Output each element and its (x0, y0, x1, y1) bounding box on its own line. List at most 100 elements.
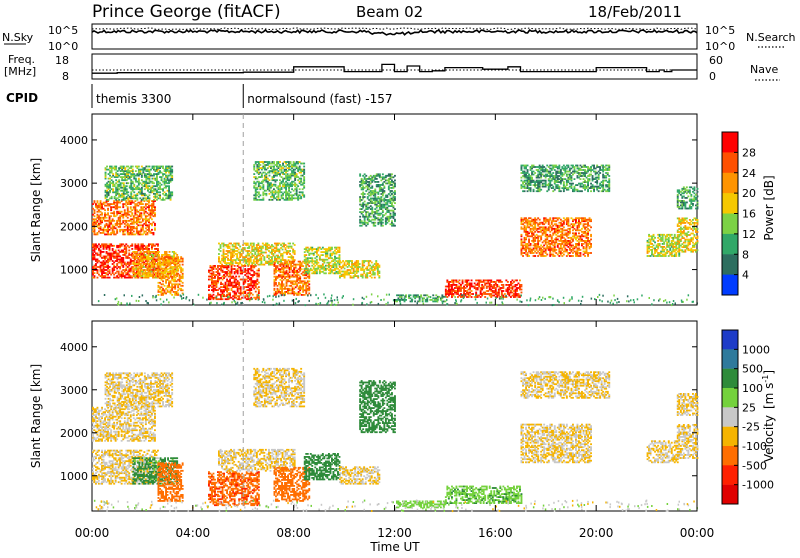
data-cell (258, 273, 260, 275)
data-cell (144, 269, 146, 271)
data-cell (139, 218, 141, 220)
nsky-label: N.Sky (2, 31, 34, 44)
data-cell (119, 206, 121, 208)
freq-line (92, 64, 697, 73)
data-cell (123, 166, 125, 168)
data-cell (177, 256, 179, 258)
data-cell (296, 191, 298, 193)
data-cell (351, 260, 353, 262)
data-cell (405, 299, 407, 301)
data-cell (308, 286, 310, 288)
data-cell (383, 214, 385, 216)
data-cell (238, 243, 240, 245)
data-cell (111, 196, 113, 198)
data-cell (303, 163, 305, 165)
data-cell (140, 212, 142, 214)
data-cell (234, 265, 236, 267)
data-cell (122, 206, 124, 208)
data-cell (227, 255, 229, 257)
data-cell (235, 276, 237, 278)
data-cell (169, 251, 171, 253)
data-cell (159, 191, 161, 193)
data-cell (131, 212, 133, 214)
data-cell (149, 194, 151, 196)
data-cell (382, 173, 384, 175)
data-cell (235, 292, 237, 294)
data-cell (316, 259, 318, 261)
data-cell (386, 202, 388, 204)
data-cell (253, 173, 255, 175)
data-cell (112, 248, 114, 250)
data-cell (258, 286, 260, 288)
data-cell (420, 294, 422, 296)
data-cell (155, 272, 157, 274)
data-cell (293, 261, 295, 263)
data-cell (289, 250, 291, 252)
data-cell (308, 271, 310, 273)
data-cell (103, 248, 105, 250)
data-cell (339, 257, 341, 259)
data-cell (115, 166, 117, 168)
data-cell (229, 246, 231, 248)
data-cell (115, 167, 117, 169)
data-cell (177, 293, 179, 295)
data-cell (391, 173, 393, 175)
data-cell (229, 292, 231, 294)
data-cell (148, 248, 150, 250)
cpid-program-1: themis 3300 (96, 92, 171, 106)
data-cell (299, 276, 301, 278)
data-cell (141, 269, 143, 271)
data-cell (95, 248, 97, 250)
data-cell (109, 266, 111, 268)
nsky-trace (92, 28, 697, 35)
data-cell (295, 267, 297, 269)
data-cell (106, 166, 108, 168)
data-cell (371, 186, 373, 188)
data-cell (274, 288, 276, 290)
data-cell (382, 225, 384, 227)
data-cell (154, 260, 156, 262)
data-cell (105, 172, 107, 174)
data-cell (371, 262, 373, 264)
nsky-panel-frame (92, 24, 697, 49)
data-cell (311, 257, 313, 259)
data-cell (374, 222, 376, 224)
station-title: Prince George (fitACF) (92, 2, 281, 22)
data-cell (394, 183, 396, 185)
data-cell (123, 182, 125, 184)
data-cell (166, 251, 168, 253)
data-cell (410, 297, 412, 299)
data-cell (378, 265, 380, 267)
data-cell (151, 248, 153, 250)
data-cell (302, 191, 304, 193)
nave-label: Nave (750, 63, 778, 76)
data-cell (294, 179, 296, 181)
data-cell (259, 194, 261, 196)
data-cell (259, 164, 261, 166)
data-cell (220, 250, 222, 252)
data-cell (305, 291, 307, 293)
data-cell (124, 209, 126, 211)
data-cell (218, 256, 220, 258)
data-cell (383, 190, 385, 192)
data-cell (339, 263, 341, 265)
data-cell (334, 256, 336, 258)
data-cell (115, 272, 117, 274)
data-cell (138, 178, 140, 180)
data-cell (228, 288, 230, 290)
data-cell (127, 191, 129, 193)
nsearch-tick-bottom: 10^0 (705, 40, 735, 53)
data-cell (371, 207, 373, 209)
data-cell (157, 243, 159, 245)
data-cell (135, 178, 137, 180)
data-cell (153, 232, 155, 234)
data-cell (126, 185, 128, 187)
data-cell (94, 272, 96, 274)
data-cell (275, 190, 277, 192)
data-cell (377, 181, 379, 183)
data-cell (286, 270, 288, 272)
data-cell (94, 215, 96, 217)
data-cell (471, 290, 473, 292)
